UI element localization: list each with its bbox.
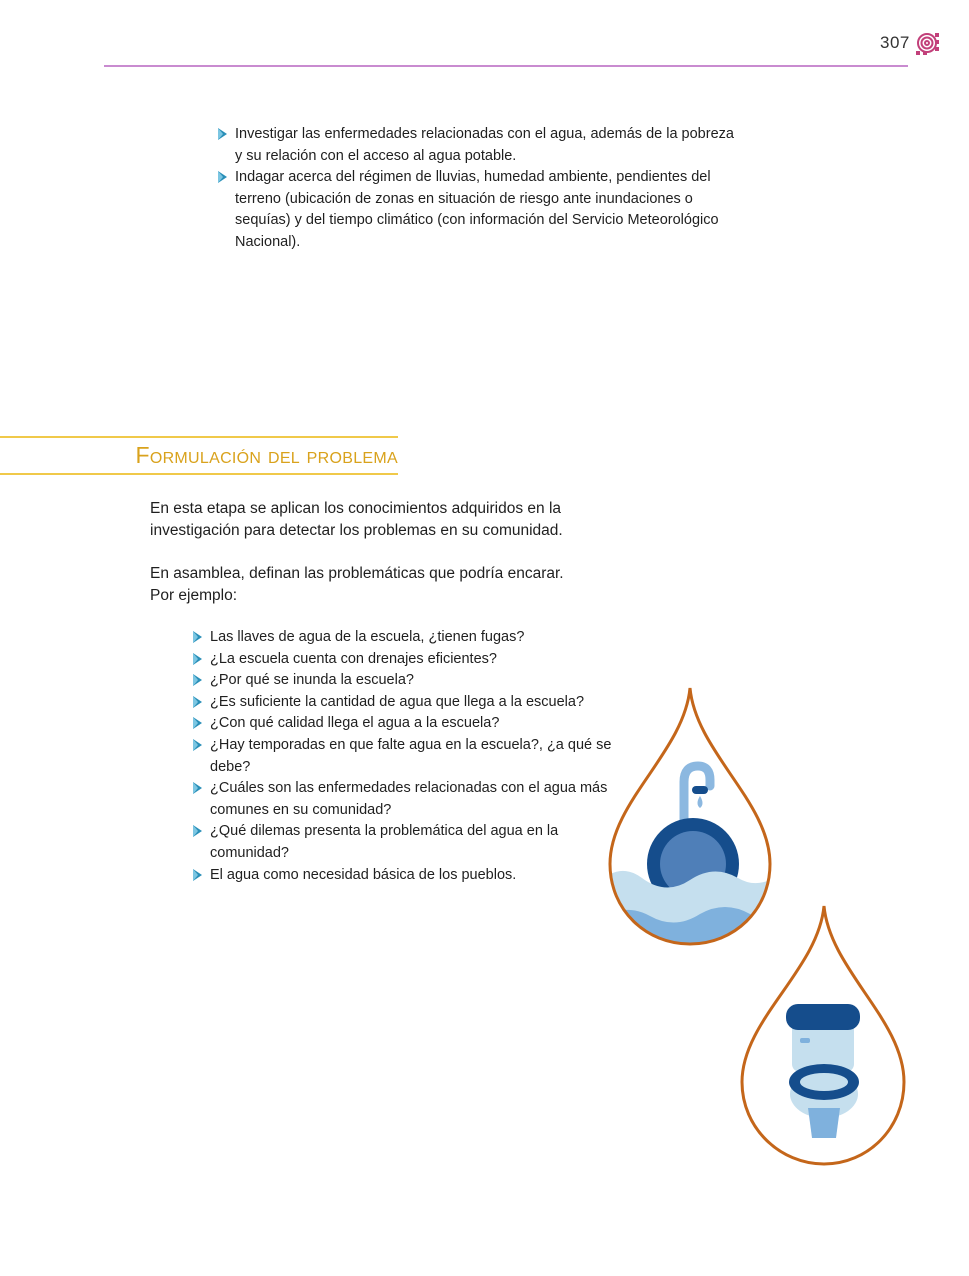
section-paragraph-2: En asamblea, definan las problemáticas q… [150, 565, 564, 604]
bullet-triangle-icon [193, 695, 202, 708]
list-item-text: Indagar acerca del régimen de lluvias, h… [235, 169, 719, 250]
list-item: ¿Es suficiente la cantidad de agua que l… [193, 692, 613, 714]
list-item-text: ¿Qué dilemas presenta la problemática de… [210, 823, 559, 861]
bullet-triangle-icon [193, 738, 202, 751]
list-item: El agua como necesidad básica de los pue… [193, 865, 613, 887]
list-item: ¿La escuela cuenta con drenajes eficient… [193, 649, 613, 671]
bullet-triangle-icon [218, 171, 227, 184]
list-item-text: ¿La escuela cuenta con drenajes eficient… [210, 650, 497, 667]
header-rule [104, 65, 908, 67]
list-item: ¿Cuáles son las enfermedades relacionada… [193, 778, 613, 821]
list-item-text: ¿Cuáles son las enfermedades relacionada… [210, 780, 608, 818]
sink-drop-illustration [608, 687, 772, 946]
list-item: Indagar acerca del régimen de lluvias, h… [218, 167, 738, 253]
list-item: Investigar las enfermedades relacionadas… [218, 124, 738, 167]
list-item: ¿Qué dilemas presenta la problemática de… [193, 821, 613, 864]
bullet-triangle-icon [218, 128, 227, 140]
list-item: Las llaves de agua de la escuela, ¿tiene… [193, 627, 613, 649]
list-item-text: El agua como necesidad básica de los pue… [210, 866, 517, 883]
list-item-text: ¿Con qué calidad llega el agua a la escu… [210, 715, 500, 732]
bullet-triangle-icon [193, 631, 202, 643]
bullet-triangle-icon [193, 652, 202, 665]
bullet-triangle-icon [193, 825, 202, 838]
list-item-text: Investigar las enfermedades relacionadas… [235, 126, 734, 164]
list-item-text: ¿Hay temporadas en que falte agua en la … [210, 736, 612, 775]
heading-rule-top [0, 436, 398, 438]
list-item: ¿Con qué calidad llega el agua a la escu… [193, 713, 613, 735]
bullet-triangle-icon [193, 782, 202, 795]
example-bullet-list: Las llaves de agua de la escuela, ¿tiene… [193, 627, 613, 886]
list-item-text: ¿Por qué se inunda la escuela? [210, 672, 414, 689]
toilet-drop-illustration [740, 905, 906, 1166]
bullet-triangle-icon [193, 717, 202, 730]
list-item-text: ¿Es suficiente la cantidad de agua que l… [210, 693, 585, 710]
intro-bullet-list: Investigar las enfermedades relacionadas… [218, 124, 738, 254]
page-ornament-icon [916, 33, 939, 55]
bullet-triangle-icon [193, 868, 202, 881]
heading-rule-bottom [0, 473, 398, 475]
section-heading: Formulación del problema [0, 436, 400, 476]
section-title: Formulación del problema [135, 442, 398, 468]
bullet-triangle-icon [193, 674, 202, 687]
list-item: ¿Hay temporadas en que falte agua en la … [193, 735, 613, 778]
page-number: 307 [880, 33, 910, 52]
list-item: ¿Por qué se inunda la escuela? [193, 670, 613, 692]
section-paragraph-1: En esta etapa se aplican los conocimient… [150, 500, 563, 539]
list-item-text: Las llaves de agua de la escuela, ¿tiene… [210, 629, 525, 645]
